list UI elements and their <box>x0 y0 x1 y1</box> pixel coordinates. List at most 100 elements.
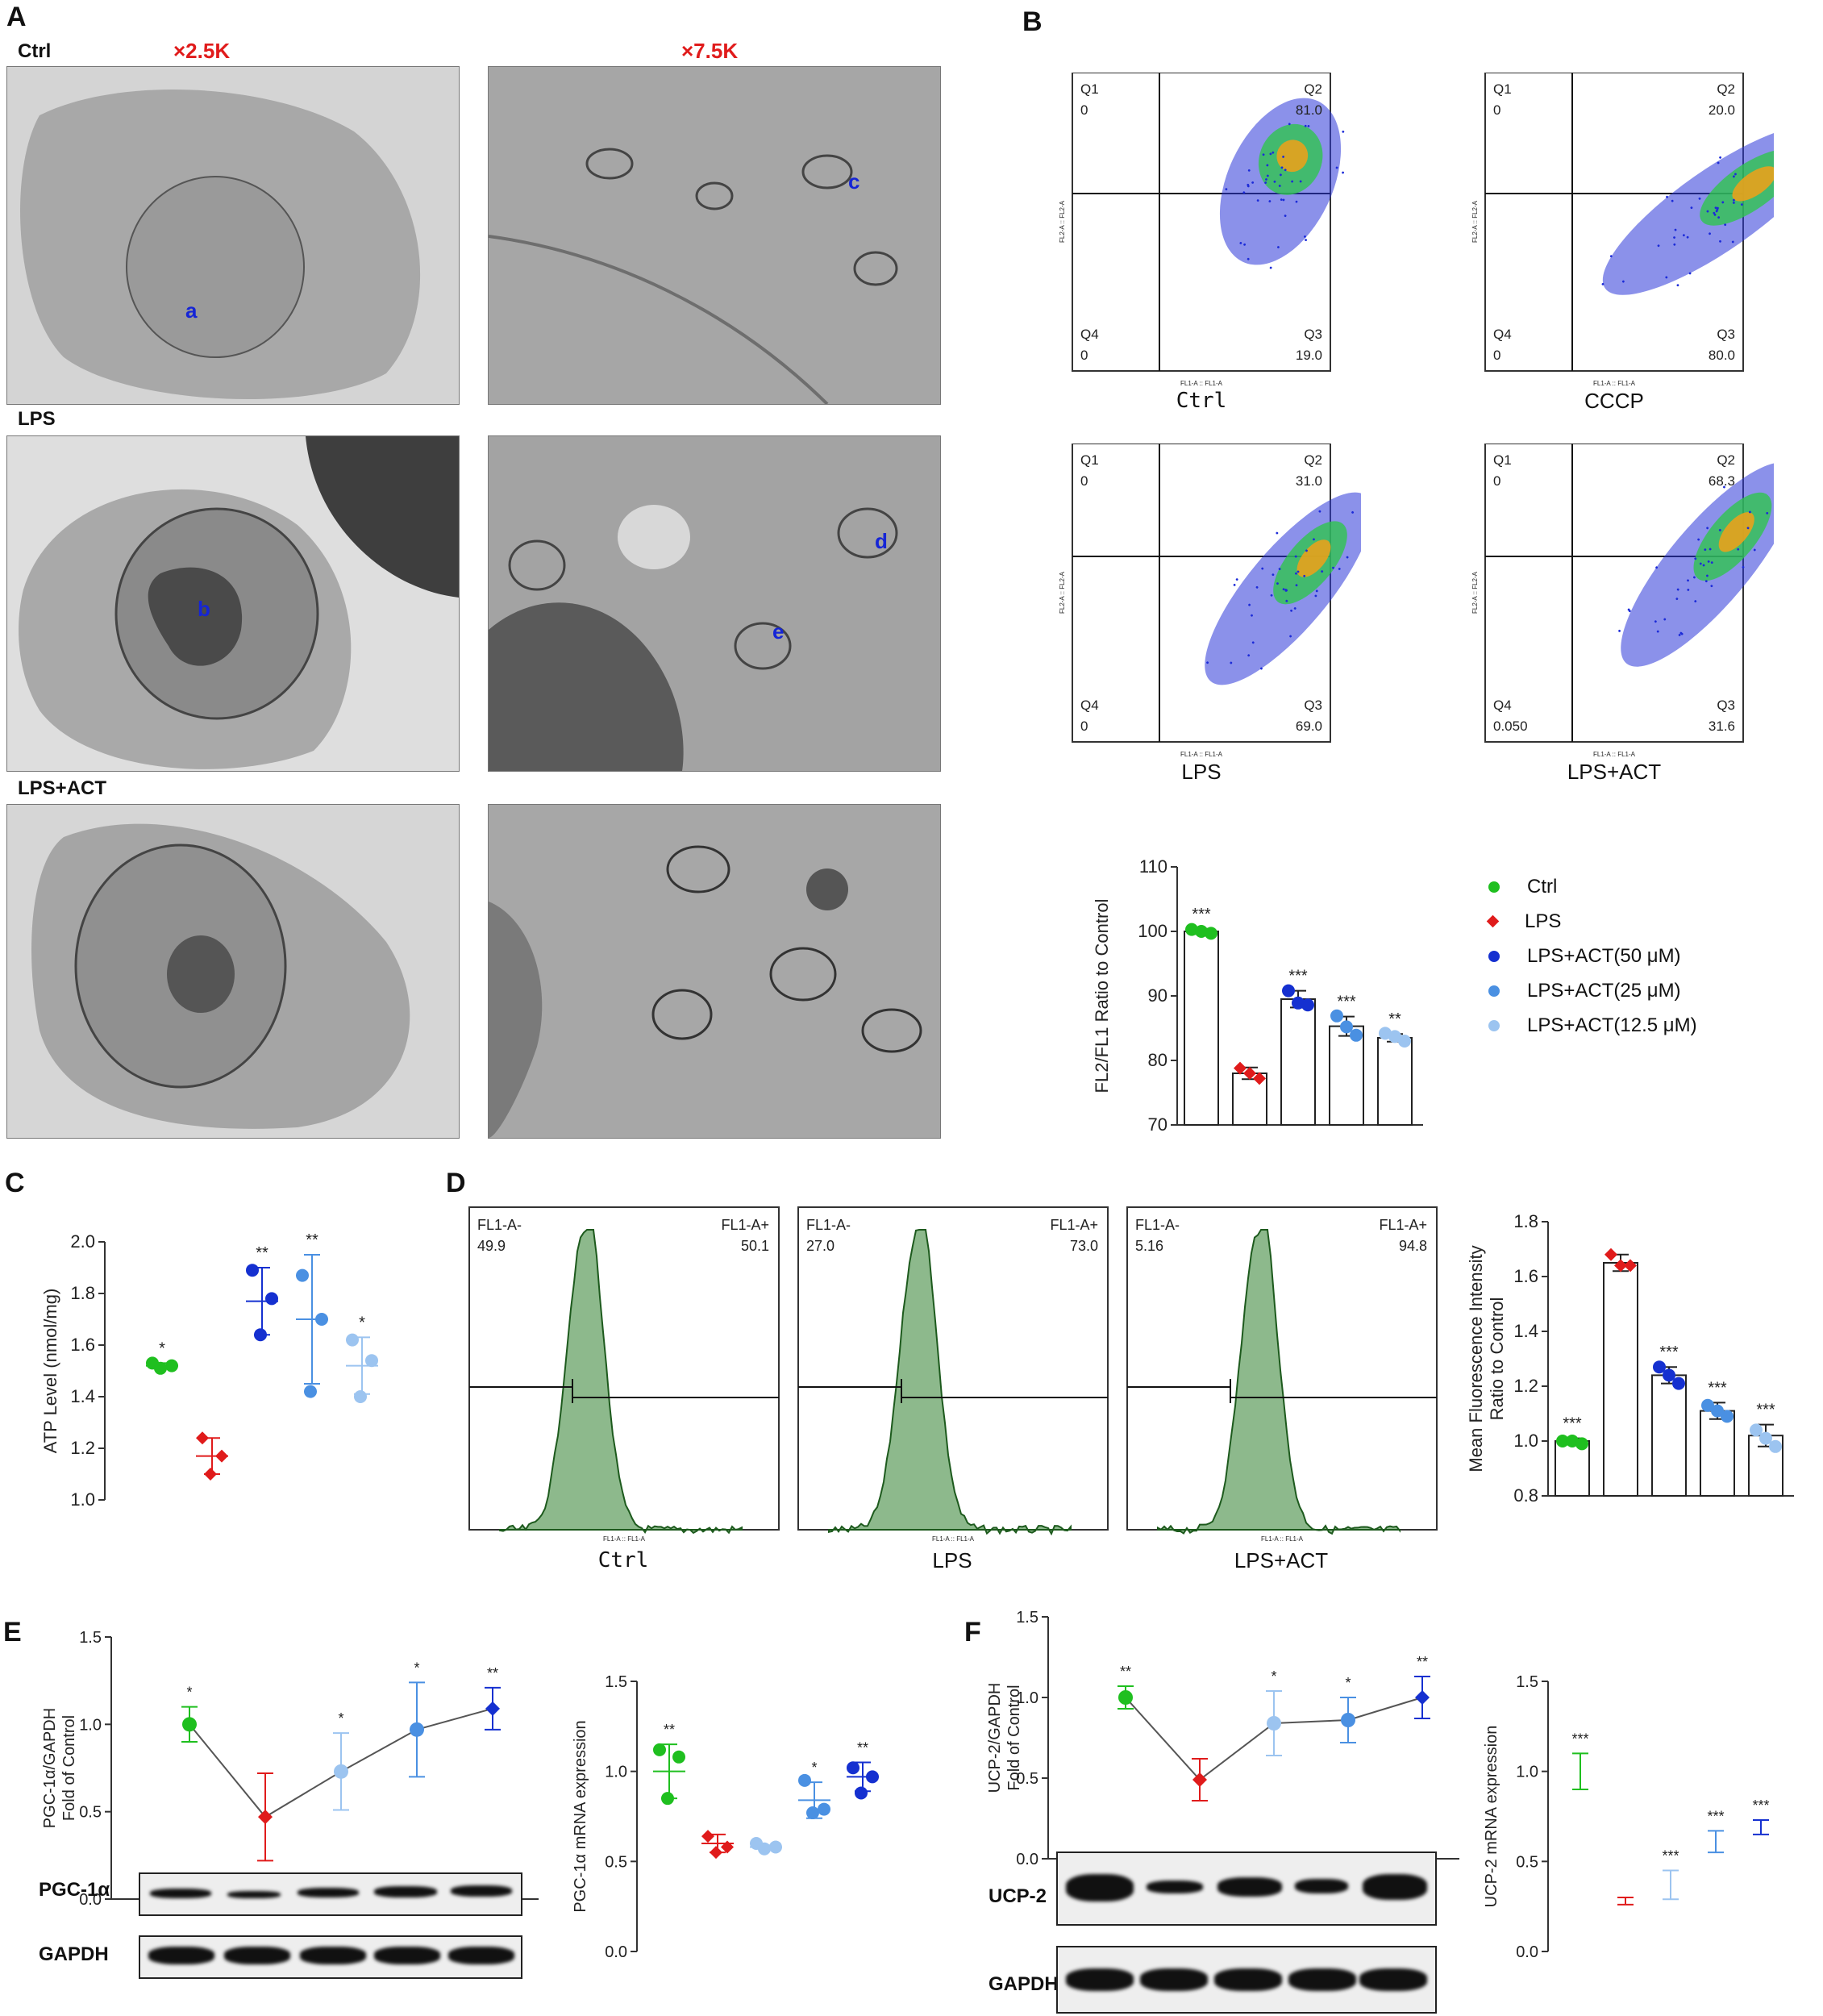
bar <box>1329 1025 1364 1127</box>
y-tick-label: 1.0 <box>79 1716 102 1734</box>
event-dot <box>1618 629 1621 632</box>
em-tag-e: e <box>772 619 785 644</box>
gate-label-positive: FL1-A+ <box>1379 1217 1427 1233</box>
data-point <box>1663 1368 1675 1382</box>
event-dot <box>1277 246 1280 248</box>
significance-label: * <box>359 1314 365 1331</box>
panel-letter-b: B <box>1022 6 1043 37</box>
panel-letter-f: F <box>964 1617 981 1647</box>
event-dot <box>1295 200 1298 203</box>
quadrant-label-q4: Q4 <box>1493 698 1512 713</box>
data-point <box>165 1359 178 1372</box>
event-dot <box>1753 548 1756 552</box>
legend-label: LPS+ACT(50 μM) <box>1527 944 1681 967</box>
bar <box>1377 1037 1413 1126</box>
event-dot <box>1338 568 1341 570</box>
row-label-lps: LPS <box>18 408 56 430</box>
event-dot <box>1707 560 1710 563</box>
e-line-chart: 0.0 0.5 1.0 1.5 PGC-1α/GAPDH Fold of Control *… <box>41 1629 539 1907</box>
event-dot <box>1304 235 1306 238</box>
event-dot <box>1621 280 1625 283</box>
data-point <box>855 1786 868 1800</box>
significance-label: *** <box>1708 1379 1727 1397</box>
event-dot <box>1706 574 1709 577</box>
x-axis-label: FL1-A :: FL1-A <box>1593 380 1636 387</box>
y-tick-label: 1.5 <box>605 1673 627 1691</box>
plot-frame <box>797 1206 1109 1531</box>
significance-label: ** <box>857 1740 868 1756</box>
data-point <box>1192 1772 1207 1787</box>
significance-label: ** <box>1388 1010 1401 1028</box>
panel-letter-e: E <box>3 1617 22 1647</box>
gate-label-negative: FL1-A- <box>806 1217 851 1233</box>
quadrant-value-q3: 19.0 <box>1296 348 1322 363</box>
quadrant-value-q3: 69.0 <box>1296 719 1322 734</box>
data-point <box>1330 1009 1343 1023</box>
event-dot <box>1346 556 1349 559</box>
data-point <box>710 1846 722 1860</box>
event-dot <box>1290 609 1292 612</box>
event-dot <box>1273 180 1276 183</box>
event-dot <box>1303 574 1306 577</box>
event-dot <box>1713 211 1716 215</box>
event-dot <box>1709 232 1711 235</box>
legend-item: LPS+ACT(12.5 μM) <box>1484 1008 1790 1043</box>
y-tick-label: 1.0 <box>1016 1689 1038 1707</box>
quadrant-value-q4: 0 <box>1080 348 1088 363</box>
event-dot <box>1270 594 1273 597</box>
quadrant-label-q1: Q1 <box>1493 81 1512 97</box>
y-tick-label: 0.5 <box>1516 1853 1538 1871</box>
gate-label-positive: FL1-A+ <box>721 1217 769 1233</box>
legend-item: LPS+ACT(50 μM) <box>1484 939 1790 973</box>
event-dot <box>1225 188 1228 191</box>
data-point <box>1759 1431 1772 1445</box>
data-point <box>701 1830 714 1843</box>
event-dot <box>1710 585 1713 588</box>
flow-plot-caption: LPS <box>1181 760 1222 784</box>
data-point <box>346 1333 359 1347</box>
y-tick-label: 1.5 <box>1516 1673 1538 1691</box>
event-dot <box>1206 661 1209 664</box>
quadrant-value-q1: 0 <box>1493 473 1500 489</box>
event-dot <box>1242 191 1246 194</box>
y-axis-label: PGC-1α/GAPDH <box>41 1708 59 1828</box>
significance-label: * <box>1345 1675 1351 1691</box>
em-image-lps-act-low <box>6 804 460 1139</box>
significance-label: * <box>338 1710 343 1727</box>
y-tick-label: 1.2 <box>70 1438 95 1458</box>
histogram-caption: LPS <box>932 1548 972 1572</box>
gate-value-positive: 94.8 <box>1399 1238 1427 1254</box>
density-core <box>1732 166 1777 202</box>
quadrant-label-q3: Q3 <box>1717 327 1735 342</box>
bar <box>1280 998 1316 1126</box>
event-dot <box>1243 243 1247 246</box>
data-point <box>653 1743 666 1756</box>
event-dot <box>1699 562 1702 565</box>
significance-label: *** <box>1752 1797 1769 1814</box>
data-point <box>1575 1437 1588 1451</box>
event-dot <box>1766 511 1769 514</box>
data-point <box>1243 1067 1256 1080</box>
event-dot <box>1678 634 1681 636</box>
flow-scatter-plot: Q1 0 Q2 81.0 Q4 0 Q3 19.0 FL1-A :: FL1-A FL2-A ::… <box>1055 72 1361 413</box>
blot-gapdh-e <box>139 1935 522 1979</box>
data-point <box>315 1313 328 1326</box>
significance-label: ** <box>487 1665 498 1681</box>
data-point <box>1388 1030 1401 1043</box>
flow-scatter-plot: Q1 0 Q2 31.0 Q4 0 Q3 69.0 FL1-A :: FL1-A FL2-A ::… <box>1055 443 1372 784</box>
event-dot <box>1724 223 1727 227</box>
data-point <box>246 1264 259 1277</box>
quadrant-label-q2: Q2 <box>1717 452 1735 468</box>
y-axis-label: ATP Level (nmol/mg) <box>40 1289 60 1454</box>
event-dot <box>1262 153 1265 156</box>
gate-label-negative: FL1-A- <box>477 1217 522 1233</box>
data-point <box>1301 998 1314 1012</box>
density-core <box>1718 512 1754 552</box>
event-dot <box>1716 208 1719 211</box>
quadrant-value-q1: 0 <box>1080 102 1088 118</box>
data-point <box>365 1354 378 1368</box>
y-tick-label: 1.4 <box>70 1386 95 1406</box>
